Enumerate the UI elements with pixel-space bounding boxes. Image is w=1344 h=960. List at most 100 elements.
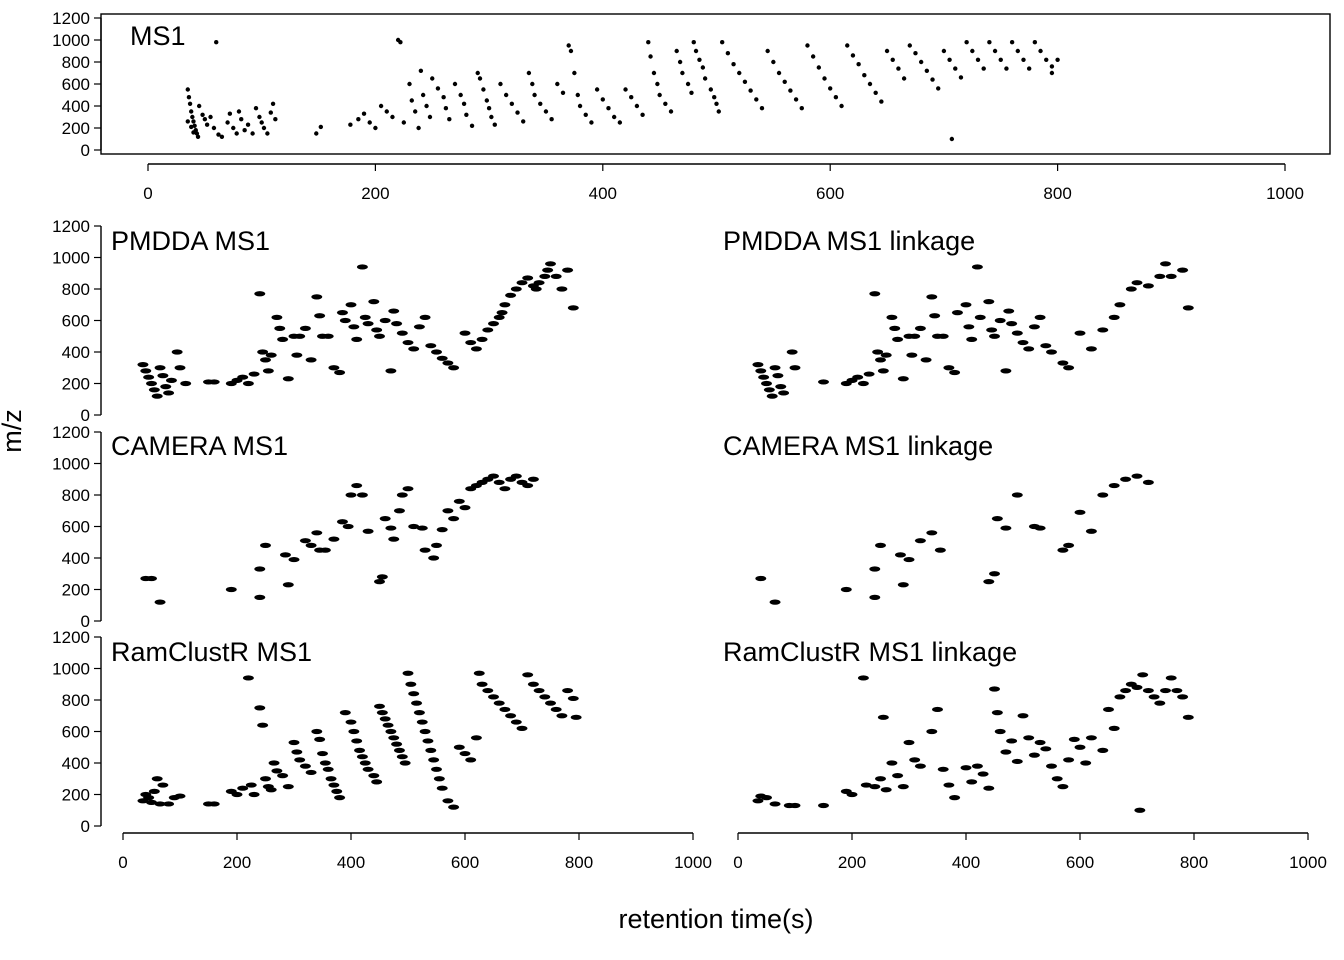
data-point	[492, 122, 497, 127]
data-point	[257, 114, 262, 120]
data-point	[317, 750, 328, 757]
data-point	[418, 68, 424, 74]
data-point	[339, 317, 351, 324]
data-point	[443, 106, 449, 111]
data-point	[510, 719, 522, 725]
data-point	[680, 70, 685, 76]
data-point	[857, 675, 869, 681]
data-point	[920, 357, 932, 363]
data-point	[319, 547, 331, 553]
data-point	[1080, 760, 1092, 766]
data-point	[416, 525, 428, 531]
data-point	[516, 725, 528, 731]
data-point	[789, 802, 801, 809]
data-point	[833, 95, 839, 100]
data-point	[299, 325, 311, 331]
data-point	[966, 779, 978, 785]
data-point	[903, 739, 915, 746]
data-point	[562, 267, 574, 273]
data-point	[499, 486, 511, 492]
data-points	[137, 261, 579, 399]
data-point	[225, 586, 237, 593]
data-point	[1182, 305, 1194, 311]
data-point	[265, 787, 277, 793]
data-point	[477, 76, 483, 81]
data-point	[294, 757, 306, 763]
data-point	[533, 687, 545, 694]
data-point	[943, 782, 955, 788]
data-point	[171, 349, 183, 355]
panel-ms1: 0 200 400 600 800 1000 1200 0 200 400 600 800 1000 MS…	[52, 9, 1331, 203]
data-point	[840, 586, 852, 593]
data-point	[1108, 482, 1120, 489]
data-point	[775, 384, 787, 390]
data-point	[975, 57, 981, 62]
y-tick-label: 0	[81, 612, 90, 631]
data-point	[689, 90, 694, 96]
data-point	[869, 784, 881, 790]
data-point	[897, 784, 909, 790]
data-point	[351, 336, 363, 342]
data-point	[1021, 57, 1026, 62]
data-point	[1097, 327, 1109, 333]
data-point	[473, 670, 485, 676]
data-point	[469, 123, 475, 128]
data-point	[388, 308, 400, 314]
data-point	[382, 722, 394, 728]
data-point	[646, 40, 651, 45]
data-point	[393, 747, 405, 754]
data-point	[211, 125, 217, 131]
data-point	[356, 117, 361, 122]
data-point	[143, 374, 155, 380]
data-point	[949, 795, 961, 801]
data-point	[374, 333, 385, 339]
panel-title: MS1	[130, 21, 186, 51]
data-point	[663, 101, 668, 107]
data-point	[1125, 286, 1137, 292]
data-point	[424, 103, 429, 109]
data-point	[374, 579, 385, 585]
data-point	[994, 317, 1006, 324]
data-point	[714, 101, 719, 107]
data-point	[700, 65, 706, 70]
data-point	[262, 368, 274, 374]
data-point	[345, 492, 357, 498]
data-point	[505, 713, 517, 719]
y-tick-label: 200	[62, 786, 90, 805]
data-point	[336, 310, 348, 316]
data-point	[146, 799, 157, 805]
data-point	[567, 695, 579, 702]
data-point	[499, 706, 511, 713]
data-point	[892, 336, 904, 342]
data-point	[367, 120, 372, 125]
data-point	[493, 479, 505, 485]
data-point	[412, 109, 418, 114]
data-point	[1028, 752, 1040, 758]
data-point	[539, 273, 551, 279]
data-point	[253, 106, 259, 111]
data-point	[789, 365, 801, 371]
data-point	[550, 706, 562, 713]
data-point	[242, 380, 254, 387]
data-point	[572, 70, 577, 76]
data-point	[685, 81, 691, 87]
data-point	[527, 476, 539, 482]
data-point	[1057, 784, 1069, 790]
panel-pmdda: 0 200 400 600 800 1000 1200 PMDDA MS1	[52, 217, 579, 425]
data-point	[163, 390, 175, 396]
x-tick-label: 200	[838, 853, 866, 872]
data-point	[1015, 48, 1021, 54]
data-point	[936, 86, 941, 91]
data-point	[786, 349, 798, 355]
data-point	[776, 70, 782, 76]
data-point	[901, 76, 907, 81]
data-point	[929, 313, 941, 319]
data-point	[932, 706, 943, 713]
data-point	[359, 314, 371, 320]
data-point	[488, 473, 499, 479]
data-point	[1028, 324, 1040, 330]
data-point	[408, 523, 420, 530]
data-point	[1165, 675, 1177, 681]
data-point	[987, 40, 992, 45]
data-point	[765, 48, 770, 54]
